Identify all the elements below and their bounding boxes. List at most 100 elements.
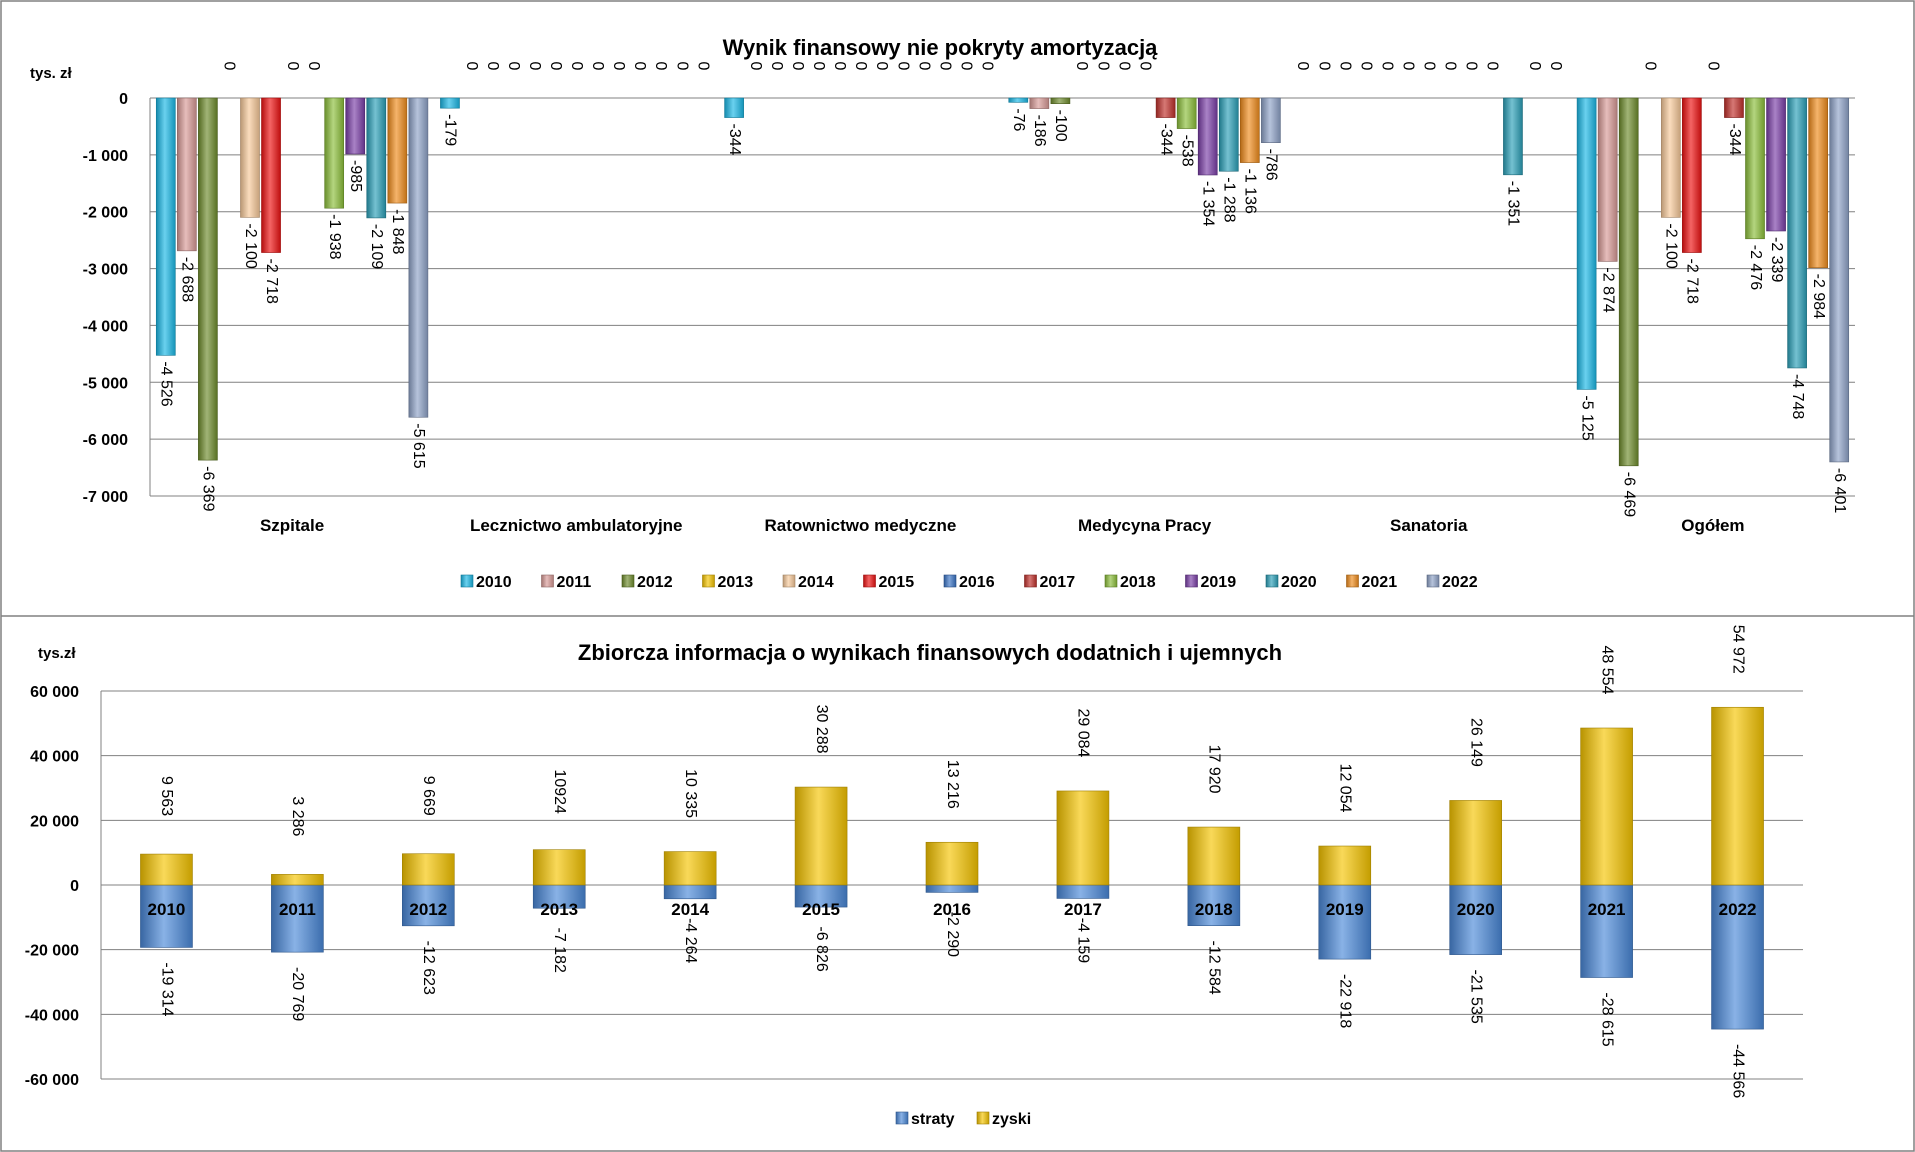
chart2-data-label-zyski: 54 972 <box>1729 625 1746 674</box>
chart1-legend-label: 2010 <box>476 574 512 591</box>
chart1-unit-label: tys. zł <box>30 65 73 82</box>
chart1-bar-2010 <box>1576 97 1597 390</box>
chart1-legend-swatch <box>1346 574 1359 588</box>
chart2-bar-zyski <box>402 853 455 886</box>
chart1-data-label: 0 <box>810 62 827 71</box>
chart1-category-label: Sanatoria <box>1390 516 1468 535</box>
chart2-category-label: 2013 <box>540 900 578 919</box>
chart2-bar-zyski <box>794 786 848 886</box>
chart1-data-label: 0 <box>1073 62 1090 71</box>
chart2: 60 000 40 000 20 000 0 -20 000 -40 000 -60 000… <box>25 625 1803 1128</box>
chart2-bar-zyski <box>1711 706 1764 886</box>
chart1-legend-swatch <box>782 574 796 588</box>
chart1-data-label: -4 748 <box>1789 374 1806 419</box>
chart2-data-label-zyski: 48 554 <box>1598 646 1615 695</box>
chart1-bar-2021 <box>1240 97 1260 163</box>
chart1-data-label: 0 <box>852 62 869 71</box>
chart1-bar-2021 <box>387 97 408 204</box>
chart2-data-label-zyski: 26 149 <box>1467 718 1484 767</box>
chart2-bar-straty <box>140 884 193 948</box>
chart2-category-label: 2021 <box>1588 900 1626 919</box>
chart1-data-label: 0 <box>1094 62 1111 71</box>
chart2-bar-zyski <box>1318 845 1372 886</box>
chart2-y-tick-label: 60 000 <box>30 684 79 701</box>
chart2-category-label: 2012 <box>409 900 447 919</box>
chart1-data-label: 0 <box>894 62 911 71</box>
chart1-data-label: 0 <box>1115 62 1132 71</box>
chart1-y-tick-label: 0 <box>119 91 128 108</box>
chart2-data-label-straty: -6 826 <box>813 926 830 971</box>
chart1-bar-2018 <box>1176 97 1197 129</box>
chart2-bar-straty <box>1187 884 1241 926</box>
chart1-data-label: 0 <box>652 62 669 71</box>
chart1-data-label: -5 615 <box>410 423 427 468</box>
chart1-legend-swatch <box>1024 574 1037 588</box>
chart2-bar-straty <box>1580 884 1633 978</box>
chart1-data-label: -538 <box>1178 135 1195 167</box>
chart1-legend-label: 2017 <box>1040 574 1076 591</box>
chart1-bar-2020 <box>1787 97 1807 369</box>
chart1-legend-swatch <box>1426 574 1440 588</box>
chart2-category-label: 2020 <box>1457 900 1495 919</box>
chart1-data-label: -2 874 <box>1599 267 1616 312</box>
chart1-data-label: -2 100 <box>242 223 259 268</box>
chart2-data-label-straty: -19 314 <box>158 962 175 1016</box>
chart1-legend-swatch <box>541 574 554 588</box>
chart2-category-label: 2015 <box>802 900 840 919</box>
chart2-data-label-straty: -2 290 <box>944 912 961 957</box>
chart1-data-label: -76 <box>1010 108 1027 131</box>
chart1-category-label: Lecznictwo ambulatoryjne <box>470 516 683 535</box>
chart1-bar-2011 <box>1597 97 1618 262</box>
chart1-bar-2019 <box>345 97 366 155</box>
chart2-data-label-zyski: 13 216 <box>944 760 961 809</box>
chart1-data-label: 0 <box>978 62 995 71</box>
chart1-data-label: 0 <box>1378 62 1395 71</box>
chart1-data-label: 0 <box>547 62 564 71</box>
chart1-data-label: -2 718 <box>1684 259 1701 304</box>
chart1-data-label: 0 <box>1315 62 1332 71</box>
chart1-data-label: -2 100 <box>1663 223 1680 268</box>
chart1-data-label: -344 <box>1157 124 1174 156</box>
chart2-bar-zyski <box>532 849 586 886</box>
chart1-bar-2020 <box>1503 97 1523 176</box>
chart1-bar-2015 <box>1682 97 1702 253</box>
chart1-legend-swatch <box>1104 574 1118 588</box>
chart1-data-label: 0 <box>1484 62 1501 71</box>
chart1-category-label: Ogółem <box>1681 516 1744 535</box>
chart2-data-label-zyski: 12 054 <box>1337 764 1354 813</box>
chart2-bar-straty <box>1711 884 1764 1030</box>
chart2-bar-zyski <box>1580 727 1633 886</box>
chart2-bar-zyski <box>140 853 193 886</box>
chart2-y-tick-label: -20 000 <box>25 943 79 960</box>
chart1-data-label: 0 <box>1526 62 1543 71</box>
chart1-data-label: 0 <box>768 62 785 71</box>
chart2-y-tick-label: -40 000 <box>25 1007 79 1024</box>
chart2-category-label: 2016 <box>933 900 971 919</box>
chart2-bar-zyski <box>1056 790 1110 886</box>
chart1-bar-2012 <box>1050 97 1071 104</box>
chart2-category-label: 2010 <box>148 900 186 919</box>
chart2-category-label: 2018 <box>1195 900 1233 919</box>
chart1-data-label: -2 984 <box>1810 274 1827 319</box>
chart1-data-label: -5 125 <box>1578 395 1595 440</box>
chart1-data-label: 0 <box>1705 62 1722 71</box>
chart1-data-label: 0 <box>221 62 238 71</box>
chart1-data-label: -4 526 <box>158 361 175 406</box>
chart1-legend-label: 2018 <box>1120 574 1156 591</box>
chart2-legend-label: zyski <box>992 1111 1031 1128</box>
chart1-bar-2017 <box>1724 97 1744 118</box>
chart1-bar-2020 <box>366 97 387 219</box>
chart2-data-label-straty: -20 769 <box>289 967 306 1021</box>
chart1-data-label: -2 339 <box>1768 237 1785 282</box>
chart1-data-label: 0 <box>789 62 806 71</box>
chart1-bar-2022 <box>1261 97 1281 143</box>
chart1-data-label: -6 369 <box>200 466 217 511</box>
chart1-data-label: 0 <box>915 62 932 71</box>
chart2-bar-zyski <box>925 841 979 886</box>
chart1-data-label: 0 <box>1399 62 1416 71</box>
chart1-data-label: 0 <box>1442 62 1459 71</box>
chart2-category-label: 2022 <box>1719 900 1757 919</box>
chart1-data-label: 0 <box>1336 62 1353 71</box>
